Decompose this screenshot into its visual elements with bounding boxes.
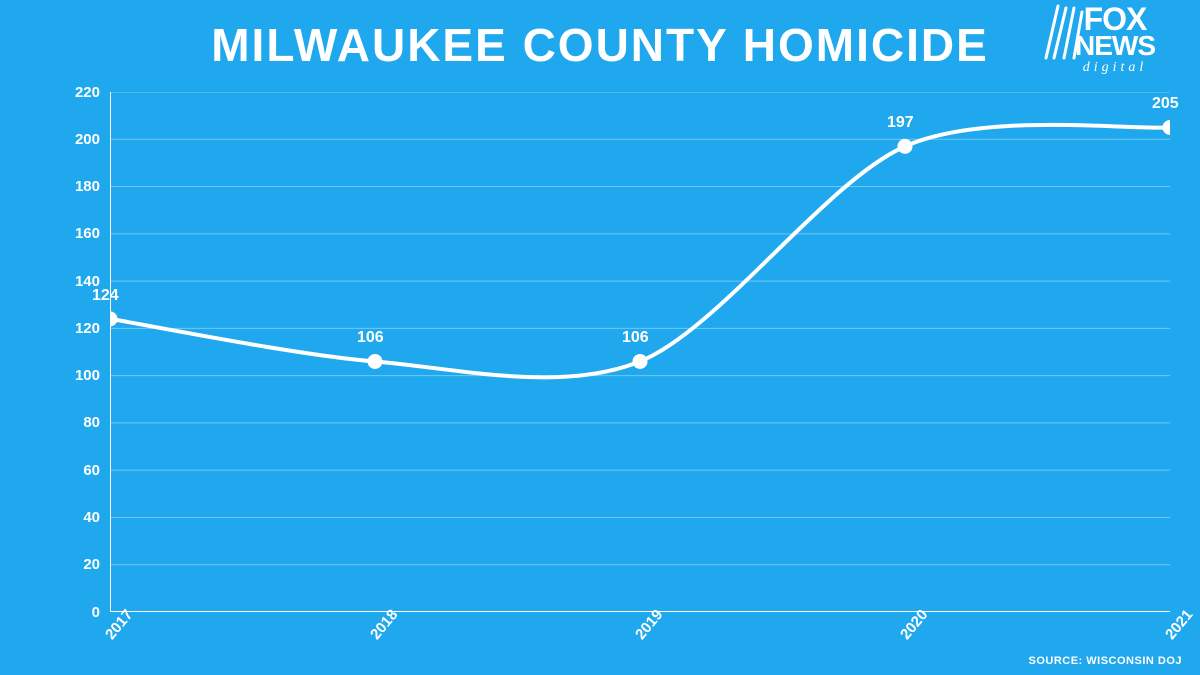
y-axis-tick-label: 220 xyxy=(60,84,100,101)
y-axis-tick-label: 120 xyxy=(60,320,100,337)
data-point-label: 106 xyxy=(622,329,649,347)
data-point-marker xyxy=(368,354,382,368)
source-attribution: SOURCE: WISCONSIN DOJ xyxy=(1028,655,1182,667)
homicide-line-chart: 0204060801001201401601802002202017201820… xyxy=(110,92,1170,612)
data-point-label: 124 xyxy=(92,287,119,305)
chart-title: MILWAUKEE COUNTY HOMICIDE xyxy=(0,18,1200,72)
y-axis-tick-label: 60 xyxy=(60,462,100,479)
data-point-label: 205 xyxy=(1152,95,1179,113)
data-point-label: 197 xyxy=(887,114,914,132)
y-axis-tick-label: 160 xyxy=(60,225,100,242)
y-axis-tick-label: 180 xyxy=(60,178,100,195)
data-point-marker xyxy=(110,312,117,326)
y-axis-tick-label: 20 xyxy=(60,556,100,573)
data-point-marker xyxy=(633,354,647,368)
y-axis-tick-label: 200 xyxy=(60,131,100,148)
y-axis-tick-label: 40 xyxy=(60,509,100,526)
data-point-marker xyxy=(1163,120,1170,134)
y-axis-tick-label: 80 xyxy=(60,414,100,431)
fox-news-digital-logo: FOX NEWS digital xyxy=(1050,6,1180,96)
data-point-label: 106 xyxy=(357,329,384,347)
y-axis-tick-label: 100 xyxy=(60,367,100,384)
y-axis-tick-label: 0 xyxy=(60,604,100,621)
logo-digital: digital xyxy=(1050,60,1180,76)
data-point-marker xyxy=(898,139,912,153)
searchlight-beams-icon xyxy=(1040,2,1086,62)
